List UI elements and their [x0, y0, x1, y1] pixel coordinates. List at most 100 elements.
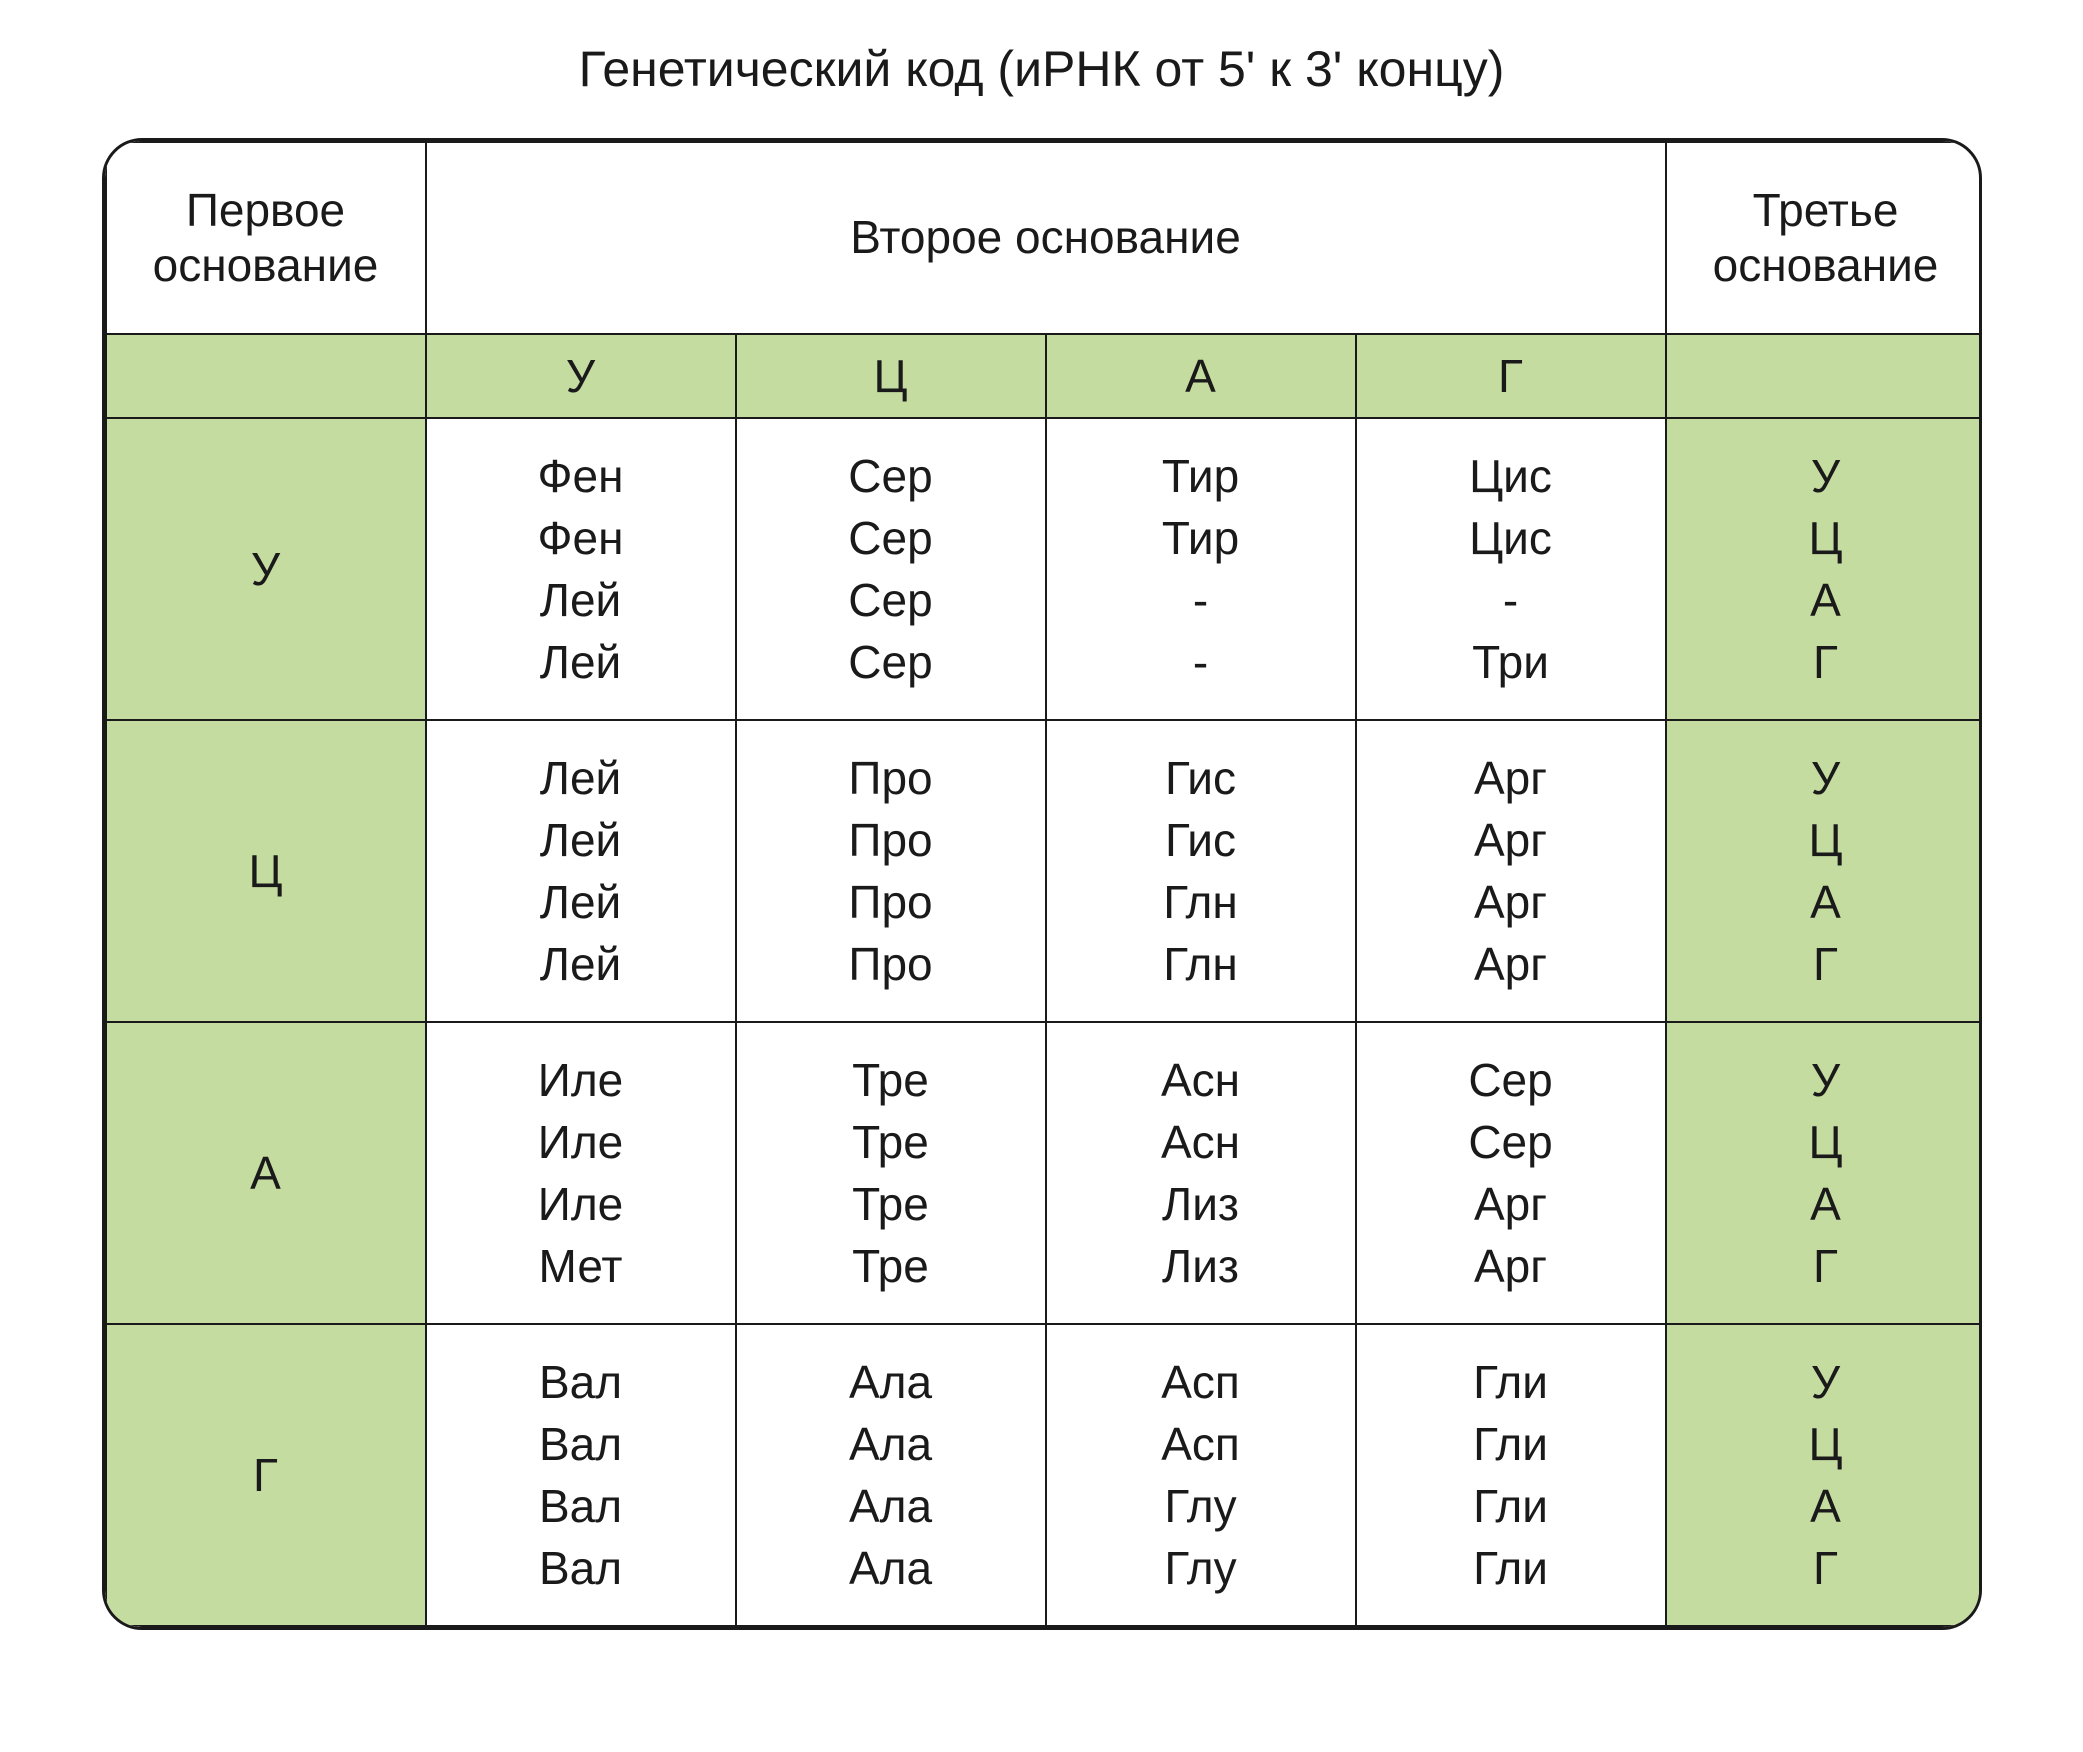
aa: Тре	[852, 1111, 929, 1173]
aa: Иле	[538, 1111, 624, 1173]
aa: Арг	[1474, 1173, 1547, 1235]
aa: Фен	[538, 507, 624, 569]
aa: Лиз	[1162, 1235, 1239, 1297]
cell-GC: Ала Ала Ала Ала	[736, 1324, 1046, 1626]
header-first-base: Первое основание	[106, 142, 426, 334]
third-base-G: У Ц А Г	[1666, 1324, 1982, 1626]
aa: Гли	[1473, 1475, 1548, 1537]
aa: Мет	[539, 1235, 623, 1297]
aa: Про	[848, 809, 932, 871]
aa: Лей	[540, 569, 621, 631]
cell-AG: Сер Сер Арг Арг	[1356, 1022, 1666, 1324]
header-first-line1: Первое основание	[153, 184, 379, 291]
cell-GA: Асп Асп Глу Глу	[1046, 1324, 1356, 1626]
aa: Вал	[539, 1475, 622, 1537]
aa: Арг	[1474, 1235, 1547, 1297]
header-third-line: Третье основание	[1713, 184, 1939, 291]
aa: Тре	[852, 1235, 929, 1297]
aa: Асн	[1161, 1049, 1240, 1111]
third: Ц	[1809, 507, 1843, 569]
header-second-base: Второе основание	[426, 142, 1666, 334]
aa: Глн	[1163, 871, 1238, 933]
page: Генетический код (иРНК от 5' к 3' концу)…	[0, 0, 2083, 1752]
third: Ц	[1809, 1111, 1843, 1173]
aa: Иле	[538, 1049, 624, 1111]
aa: Три	[1472, 631, 1549, 693]
second-base-row: У Ц А Г	[106, 334, 1982, 418]
cell-UA: Тир Тир - -	[1046, 418, 1356, 720]
aa: Глу	[1164, 1475, 1236, 1537]
aa: Арг	[1474, 747, 1547, 809]
codon-table-border: Первое основание Второе основание Третье…	[102, 138, 1982, 1630]
cell-AU: Иле Иле Иле Мет	[426, 1022, 736, 1324]
first-base-U: У	[106, 418, 426, 720]
third: Ц	[1809, 809, 1843, 871]
page-title: Генетический код (иРНК от 5' к 3' концу)	[0, 40, 2083, 98]
third: Г	[1813, 631, 1838, 693]
aa: Вал	[539, 1351, 622, 1413]
table-row: Г Вал Вал Вал Вал Ала Ала Ала Ала Асп Ас…	[106, 1324, 1982, 1626]
aa: Вал	[539, 1537, 622, 1599]
cell-CC: Про Про Про Про	[736, 720, 1046, 1022]
aa: Сер	[848, 445, 932, 507]
aa: Гис	[1165, 747, 1236, 809]
third-base-A: У Ц А Г	[1666, 1022, 1982, 1324]
third: Г	[1813, 933, 1838, 995]
aa: Сер	[1468, 1049, 1552, 1111]
aa: Лей	[540, 631, 621, 693]
aa: Арг	[1474, 809, 1547, 871]
aa: Сер	[848, 631, 932, 693]
third: Ц	[1809, 1413, 1843, 1475]
third: Г	[1813, 1537, 1838, 1599]
aa: Асп	[1161, 1351, 1240, 1413]
third: У	[1811, 445, 1840, 507]
aa: Фен	[538, 445, 624, 507]
aa: Лей	[540, 747, 621, 809]
aa: Сер	[1468, 1111, 1552, 1173]
aa: Асп	[1161, 1413, 1240, 1475]
aa: Глн	[1163, 933, 1238, 995]
cell-CA: Гис Гис Глн Глн	[1046, 720, 1356, 1022]
third: У	[1811, 1351, 1840, 1413]
second-base-spacer-right	[1666, 334, 1982, 418]
header-third-base: Третье основание	[1666, 142, 1982, 334]
aa: -	[1193, 631, 1208, 693]
codon-table: Первое основание Второе основание Третье…	[105, 141, 1982, 1627]
third: Г	[1813, 1235, 1838, 1297]
aa: Лей	[540, 809, 621, 871]
aa: Арг	[1474, 933, 1547, 995]
third-base-C: У Ц А Г	[1666, 720, 1982, 1022]
aa: Лей	[540, 871, 621, 933]
cell-UG: Цис Цис - Три	[1356, 418, 1666, 720]
third: А	[1810, 1173, 1841, 1235]
third: У	[1811, 1049, 1840, 1111]
aa: Тре	[852, 1049, 929, 1111]
aa: Гли	[1473, 1413, 1548, 1475]
aa: Вал	[539, 1413, 622, 1475]
aa: Цис	[1469, 507, 1552, 569]
table-row: А Иле Иле Иле Мет Тре Тре Тре Тре Асн Ас…	[106, 1022, 1982, 1324]
header-row: Первое основание Второе основание Третье…	[106, 142, 1982, 334]
second-base-U: У	[426, 334, 736, 418]
cell-UU: Фен Фен Лей Лей	[426, 418, 736, 720]
table-row: У Фен Фен Лей Лей Сер Сер Сер Сер Тир Ти…	[106, 418, 1982, 720]
aa: Тир	[1162, 445, 1239, 507]
codon-table-wrap: Первое основание Второе основание Третье…	[102, 138, 1982, 1630]
third: А	[1810, 1475, 1841, 1537]
cell-GG: Гли Гли Гли Гли	[1356, 1324, 1666, 1626]
aa: Тир	[1162, 507, 1239, 569]
aa: Ала	[849, 1537, 932, 1599]
aa: -	[1503, 569, 1518, 631]
aa: Асн	[1161, 1111, 1240, 1173]
second-base-C: Ц	[736, 334, 1046, 418]
second-base-spacer-left	[106, 334, 426, 418]
first-base-A: А	[106, 1022, 426, 1324]
aa: Про	[848, 871, 932, 933]
aa: Сер	[848, 507, 932, 569]
aa: Сер	[848, 569, 932, 631]
aa: Иле	[538, 1173, 624, 1235]
aa: Лей	[540, 933, 621, 995]
aa: Гис	[1165, 809, 1236, 871]
aa: Гли	[1473, 1537, 1548, 1599]
second-base-A: А	[1046, 334, 1356, 418]
